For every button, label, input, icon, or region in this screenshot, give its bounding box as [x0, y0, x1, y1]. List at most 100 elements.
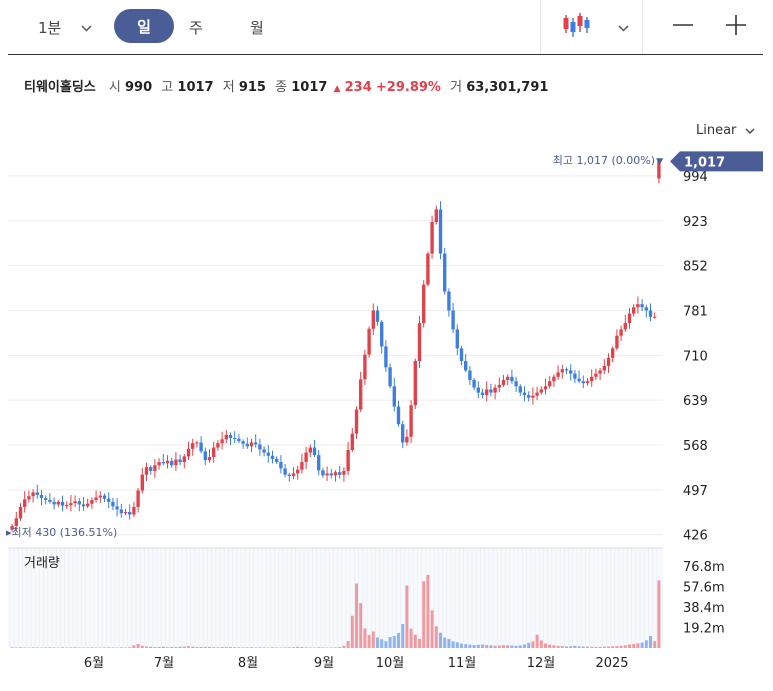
- candle-body: [329, 473, 333, 476]
- volume-bar: [426, 574, 430, 648]
- candle-body: [548, 381, 552, 387]
- interval-label: 1분: [38, 18, 62, 37]
- price-tick-label: 923: [683, 215, 708, 230]
- candle-body: [220, 439, 224, 444]
- candle-body: [598, 370, 602, 374]
- volume-bar: [313, 647, 316, 649]
- volume-bar: [237, 647, 241, 648]
- candle-body: [413, 361, 417, 406]
- volume-bar: [308, 647, 312, 648]
- volume-bar: [14, 647, 18, 648]
- candle-body: [430, 222, 434, 254]
- x-tick-label: 6월: [84, 656, 104, 671]
- volume-bar: [254, 647, 258, 648]
- volume-bar: [380, 639, 384, 648]
- scale-mode-selector[interactable]: Linear: [696, 123, 755, 138]
- volume-bar: [359, 603, 363, 648]
- tab-monthly[interactable]: 월: [250, 18, 264, 37]
- price-tick-label: 781: [683, 304, 708, 319]
- volume-bar: [590, 646, 594, 648]
- volume-bar: [170, 647, 174, 648]
- volume-bar: [355, 583, 358, 648]
- tab-weekly[interactable]: 주: [189, 18, 203, 37]
- candle-body: [476, 387, 480, 393]
- volume-bar: [552, 645, 556, 648]
- volume-bar: [187, 646, 190, 648]
- volume-bar: [430, 610, 434, 648]
- volume-bar: [115, 647, 119, 649]
- low-value: 915: [238, 80, 266, 95]
- candle-body: [195, 442, 199, 444]
- zoom-in-button[interactable]: [725, 0, 747, 54]
- volume-bar: [527, 642, 531, 648]
- volume-bar: [10, 647, 14, 648]
- candle-body: [447, 291, 451, 311]
- high-label: 고: [161, 80, 174, 95]
- candle-body: [409, 405, 413, 437]
- candle-body: [569, 370, 573, 374]
- volume-bar: [27, 647, 31, 649]
- candle-body: [472, 379, 476, 388]
- candle-body: [115, 506, 119, 510]
- volume-bar: [300, 647, 304, 648]
- candle-body: [606, 357, 611, 367]
- zoom-out-button[interactable]: [672, 0, 694, 54]
- candle-body: [434, 209, 438, 223]
- candle-body: [212, 447, 216, 458]
- candle-body: [560, 369, 564, 373]
- volume-bar: [544, 643, 547, 648]
- current-price-label: 1,017: [684, 155, 725, 170]
- quote-summary: 티웨이홀딩스 시 990 고 1017 저 915 종 1017 ▲ 234 +…: [24, 76, 553, 95]
- volume-bar: [136, 643, 140, 648]
- candle-body: [497, 385, 501, 388]
- volume-bar: [35, 647, 39, 648]
- chart-toolbar: 1분 일 주 월: [8, 0, 763, 55]
- volume-bar: [321, 647, 325, 648]
- volume-bar: [287, 647, 291, 648]
- candle-body: [241, 441, 245, 444]
- candle-body: [107, 498, 111, 502]
- volume-bar: [82, 647, 85, 649]
- candle-body: [279, 462, 283, 469]
- candle-body: [275, 458, 279, 463]
- candle-body: [636, 304, 640, 308]
- candle-body: [338, 472, 342, 475]
- volume-bar: [56, 647, 60, 649]
- candle-body: [65, 505, 69, 507]
- candle-body: [422, 284, 426, 324]
- candle-body: [52, 501, 56, 505]
- candle-body: [627, 313, 632, 324]
- interval-selector[interactable]: 1분: [38, 0, 92, 54]
- volume-bar: [451, 641, 455, 648]
- current-price-tag: [670, 151, 763, 172]
- candle-body: [304, 452, 308, 463]
- candle-body: [14, 518, 18, 526]
- volume-bar: [292, 647, 295, 648]
- chart-type-selector[interactable]: [562, 0, 629, 54]
- volume-bar: [279, 647, 283, 649]
- volume-label: 거: [450, 80, 463, 95]
- candle-body: [77, 501, 81, 505]
- candle-body: [564, 369, 569, 371]
- volume-bar: [48, 647, 52, 648]
- volume-bar: [560, 646, 564, 648]
- volume-bar: [502, 645, 505, 648]
- tab-daily[interactable]: 일: [114, 9, 174, 43]
- candle-body: [228, 434, 233, 439]
- candle-body: [262, 449, 266, 453]
- volume-bar: [565, 646, 568, 648]
- candle-body: [405, 436, 409, 443]
- candle-body: [81, 504, 86, 507]
- candle-body: [182, 456, 186, 463]
- candle-body: [346, 450, 350, 471]
- candle-body: [60, 501, 65, 506]
- volume-bar: [61, 647, 64, 648]
- volume-bar: [77, 647, 81, 648]
- open-label: 시: [108, 80, 121, 95]
- candle-body: [371, 310, 375, 329]
- volume-bar: [615, 646, 619, 648]
- candle-body: [531, 395, 535, 398]
- volume-bar: [371, 631, 375, 648]
- candle-body: [119, 509, 123, 514]
